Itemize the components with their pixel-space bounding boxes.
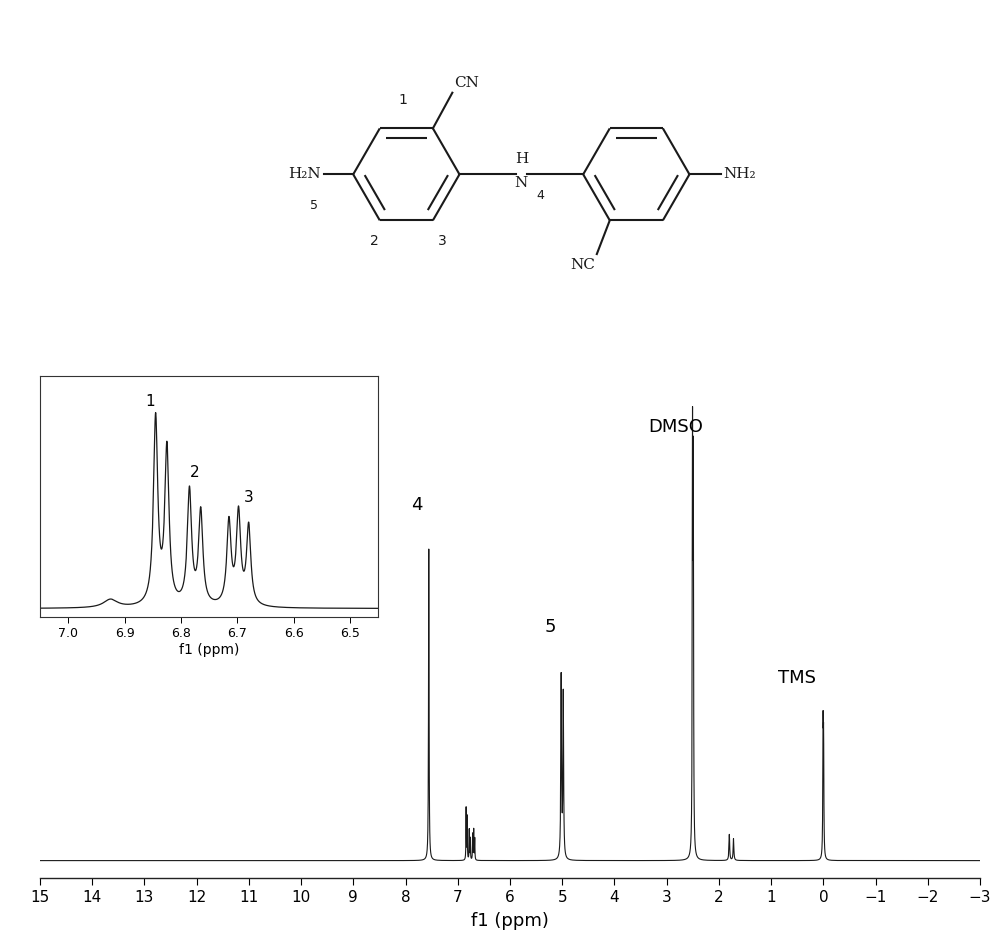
X-axis label: f1 (ppm): f1 (ppm) (471, 912, 549, 930)
Text: NH₂: NH₂ (723, 167, 756, 181)
Text: H: H (515, 152, 528, 166)
Text: 2: 2 (370, 234, 378, 248)
Text: H₂N: H₂N (288, 167, 321, 181)
Text: 5: 5 (545, 617, 556, 635)
Text: 4: 4 (411, 497, 423, 514)
Text: NC: NC (571, 258, 596, 272)
Text: 5: 5 (310, 199, 318, 212)
Text: 4: 4 (537, 189, 545, 202)
Text: TMS: TMS (778, 669, 816, 687)
Text: N: N (515, 176, 528, 190)
Text: CN: CN (454, 76, 479, 90)
Text: DMSO: DMSO (649, 418, 704, 436)
Text: 1: 1 (399, 93, 408, 107)
Text: 3: 3 (438, 234, 447, 248)
